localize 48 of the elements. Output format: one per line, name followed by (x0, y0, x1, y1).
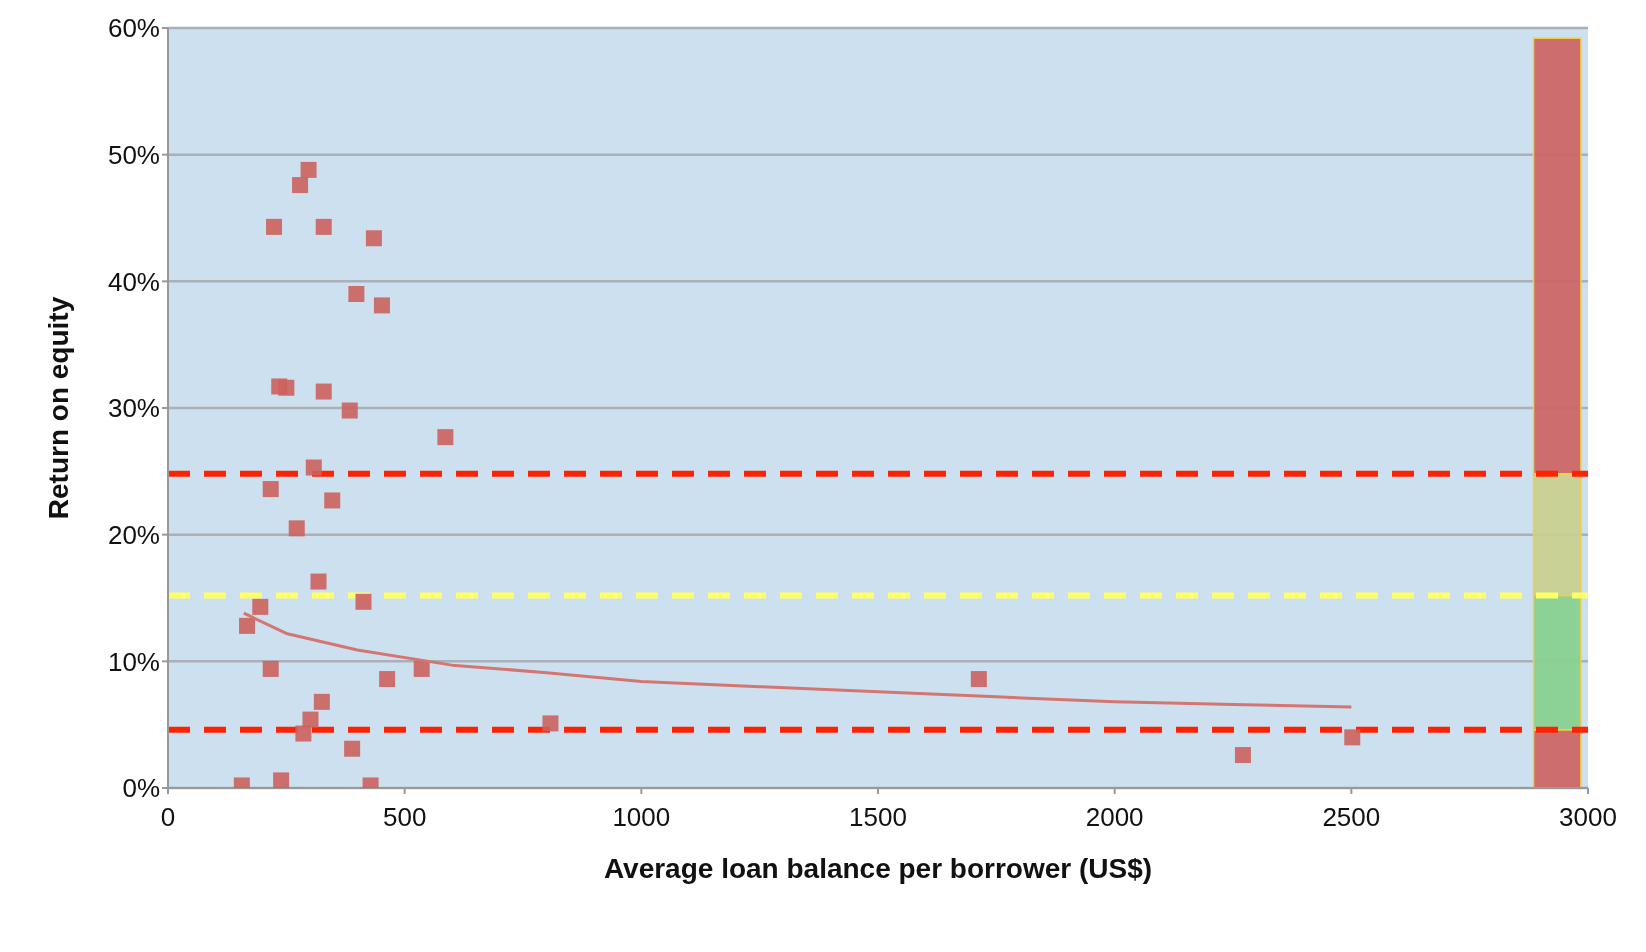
y-tick-label: 60% (107, 13, 160, 44)
x-tick-label: 1000 (612, 802, 671, 833)
x-tick-label: 2500 (1322, 802, 1381, 833)
y-axis-title: Return on equity (42, 296, 74, 520)
point (365, 230, 382, 247)
y-tick-label: 30% (107, 393, 160, 424)
point (341, 402, 358, 419)
point (1234, 747, 1251, 764)
x-tick-label: 3000 (1559, 802, 1617, 833)
point (262, 481, 279, 498)
point (348, 286, 365, 302)
point (313, 693, 330, 710)
point (295, 725, 312, 742)
point (542, 715, 559, 732)
point (292, 177, 309, 194)
point (373, 297, 390, 314)
point (970, 671, 987, 688)
point (239, 617, 256, 634)
y-tick-label: 40% (107, 266, 160, 297)
x-tick-label: 500 (382, 802, 427, 833)
line-series (242, 611, 1353, 709)
point (252, 598, 269, 615)
point (437, 429, 454, 446)
point (310, 573, 327, 590)
x-tick-label: 0 (160, 802, 176, 833)
x-tick-label: 1500 (849, 802, 907, 833)
point (324, 492, 341, 509)
y-tick-label: 20% (107, 519, 160, 550)
point (315, 383, 332, 400)
point (302, 711, 319, 728)
point (315, 218, 332, 235)
point (288, 520, 305, 537)
y-tick-label: 10% (107, 646, 160, 677)
point (1344, 729, 1361, 746)
point (379, 671, 396, 688)
y-tick-label: 0% (122, 773, 160, 804)
point (262, 660, 279, 677)
point (344, 740, 361, 757)
point (273, 772, 290, 788)
point (300, 161, 317, 178)
point (305, 459, 322, 476)
y-tick-label: 50% (107, 139, 160, 170)
point (413, 660, 430, 677)
point (266, 218, 283, 235)
x-tick-label: 2000 (1085, 802, 1144, 833)
point (278, 379, 295, 396)
point (355, 593, 372, 610)
x-axis-title: Average loan balance per borrower (US$) (603, 853, 1153, 884)
